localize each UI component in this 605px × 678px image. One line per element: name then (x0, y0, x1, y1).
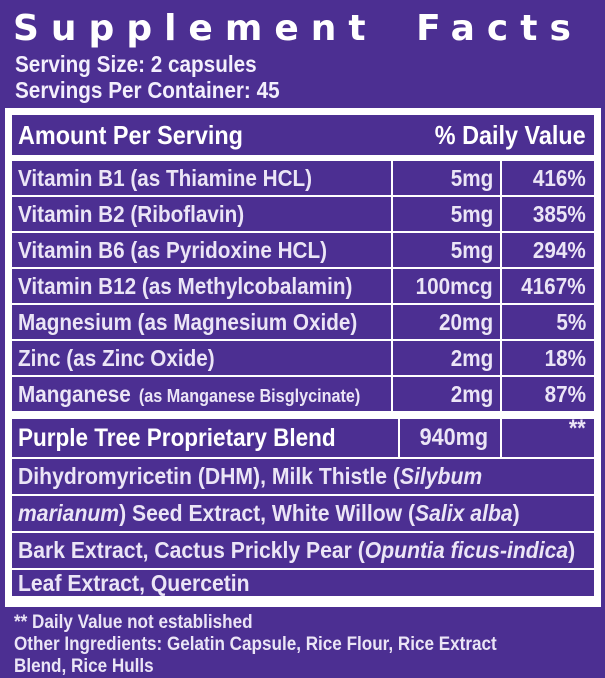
nutrient-dv-cell: 18% (500, 341, 594, 375)
nutrient-amount: 2mg (450, 344, 493, 371)
nutrient-name-sub: (as Manganese Bisglycinate) (134, 385, 361, 406)
table-row: Magnesium (as Magnesium Oxide) 20mg 5% (12, 305, 594, 341)
label-title: Supplement Facts (13, 8, 583, 49)
nutrient-rows: Vitamin B1 (as Thiamine HCL) 5mg 416% Vi… (12, 161, 594, 411)
other-ingredients-text: Other Ingredients: Gelatin Capsule, Rice… (14, 634, 497, 655)
other-ingredients-continued-text: Blend, Rice Hulls (14, 656, 154, 677)
nutrient-amount-cell: 5mg (391, 197, 500, 231)
nutrient-name-cell: Zinc (as Zinc Oxide) (12, 341, 391, 375)
nutrient-amount: 5mg (450, 236, 493, 263)
blend-description-line: Dihydromyricetin (DHM), Milk Thistle (Si… (12, 459, 594, 496)
servings-per-container-text: Servings Per Container: 45 (15, 77, 280, 103)
other-ingredients-continued-line: Blend, Rice Hulls (14, 656, 605, 678)
blend-dv-cell: ** (500, 415, 594, 457)
table-row: Vitamin B1 (as Thiamine HCL) 5mg 416% (12, 161, 594, 197)
blend-name: Purple Tree Proprietary Blend (18, 423, 336, 452)
nutrient-dv-cell: 416% (500, 161, 594, 195)
table-row: Vitamin B12 (as Methylcobalamin) 100mcg … (12, 269, 594, 305)
nutrient-name: Vitamin B2 (Riboflavin) (18, 200, 245, 227)
nutrient-name: Vitamin B1 (as Thiamine HCL) (18, 164, 313, 191)
amount-per-serving-header: Amount Per Serving (18, 119, 243, 150)
nutrient-dv-cell: 385% (500, 197, 594, 231)
nutrient-dv: 18% (544, 344, 586, 371)
nutrient-name: Vitamin B6 (as Pyridoxine HCL) (18, 236, 328, 263)
nutrient-dv: 416% (533, 164, 586, 191)
blend-dv-asterisks: ** (569, 415, 586, 442)
nutrient-name: Zinc (as Zinc Oxide) (18, 344, 215, 371)
nutrient-name-cell: Magnesium (as Magnesium Oxide) (12, 305, 391, 339)
facts-table: Amount Per Serving % Daily Value Vitamin… (5, 108, 601, 607)
nutrient-dv-cell: 87% (500, 377, 594, 411)
nutrient-dv: 385% (533, 200, 586, 227)
nutrient-amount-cell: 100mcg (391, 269, 500, 303)
nutrient-amount: 5mg (450, 200, 493, 227)
blend-row: Purple Tree Proprietary Blend 940mg ** (12, 415, 594, 459)
servings-per-container-line: Servings Per Container: 45 (15, 77, 605, 103)
nutrient-dv: 87% (544, 380, 586, 407)
blend-description: Dihydromyricetin (DHM), Milk Thistle (Si… (12, 459, 594, 596)
serving-size-text: Serving Size: 2 capsules (15, 51, 257, 77)
blend-amount-cell: 940mg (398, 419, 500, 457)
nutrient-amount: 5mg (450, 164, 493, 191)
serving-size-line: Serving Size: 2 capsules (15, 51, 605, 77)
daily-value-footnote: ** Daily Value not established (14, 612, 605, 634)
nutrient-amount-cell: 5mg (391, 233, 500, 267)
nutrient-name: Vitamin B12 (as Methylcobalamin) (18, 272, 353, 299)
daily-value-header: % Daily Value (435, 119, 586, 150)
nutrient-amount-cell: 5mg (391, 161, 500, 195)
nutrient-amount: 20mg (438, 308, 493, 335)
blend-description-line: Leaf Extract, Quercetin (18, 569, 250, 596)
table-row: Zinc (as Zinc Oxide) 2mg 18% (12, 341, 594, 377)
blend-amount: 940mg (419, 424, 489, 451)
nutrient-name: Magnesium (as Magnesium Oxide) (18, 308, 358, 335)
nutrient-amount: 100mcg (415, 272, 493, 299)
nutrient-amount-cell: 2mg (391, 341, 500, 375)
table-row: Manganese (as Manganese Bisglycinate) 2m… (12, 377, 594, 411)
table-row: Vitamin B2 (Riboflavin) 5mg 385% (12, 197, 594, 233)
blend-description-line: Bark Extract, Cactus Prickly Pear (Opunt… (12, 533, 594, 570)
nutrient-name-cell: Vitamin B2 (Riboflavin) (12, 197, 391, 231)
serving-info: Serving Size: 2 capsules Servings Per Co… (0, 51, 605, 103)
other-ingredients-line: Other Ingredients: Gelatin Capsule, Rice… (14, 634, 605, 656)
nutrient-dv: 294% (533, 236, 586, 263)
nutrient-dv-cell: 4167% (500, 269, 594, 303)
nutrient-amount-cell: 20mg (391, 305, 500, 339)
nutrient-name-cell: Manganese (as Manganese Bisglycinate) (12, 377, 391, 411)
nutrient-dv-cell: 5% (500, 305, 594, 339)
nutrient-name-cell: Vitamin B6 (as Pyridoxine HCL) (12, 233, 391, 267)
nutrient-amount-cell: 2mg (391, 377, 500, 411)
nutrient-dv: 4167% (521, 272, 586, 299)
footer-divider (5, 596, 601, 607)
label-footer: ** Daily Value not established Other Ing… (0, 607, 605, 678)
nutrient-dv: 5% (556, 308, 586, 335)
daily-value-footnote-text: ** Daily Value not established (14, 612, 253, 633)
nutrient-amount: 2mg (450, 380, 493, 407)
blend-name-cell: Purple Tree Proprietary Blend (12, 419, 398, 457)
nutrient-name-cell: Vitamin B12 (as Methylcobalamin) (12, 269, 391, 303)
nutrient-name-cell: Vitamin B1 (as Thiamine HCL) (12, 161, 391, 195)
blend-section-divider (12, 411, 594, 419)
table-header-row: Amount Per Serving % Daily Value (12, 115, 594, 161)
nutrient-dv-cell: 294% (500, 233, 594, 267)
table-row: Vitamin B6 (as Pyridoxine HCL) 5mg 294% (12, 233, 594, 269)
blend-description-line: marianum) Seed Extract, White Willow (Sa… (12, 496, 594, 533)
nutrient-name: Manganese (18, 380, 131, 407)
